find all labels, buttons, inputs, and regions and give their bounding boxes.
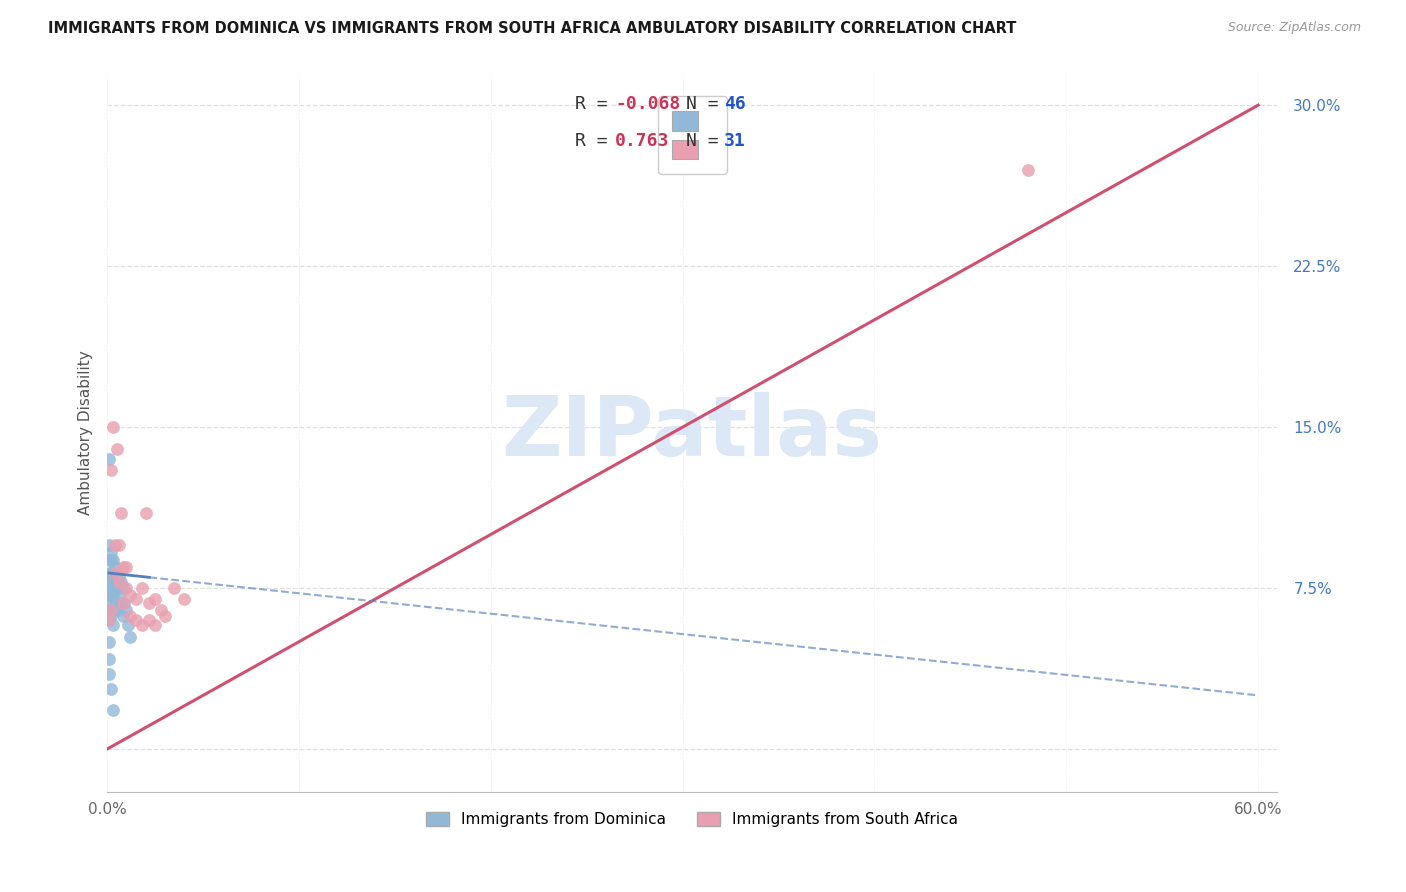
Text: 31: 31	[724, 132, 745, 150]
Point	[111, 559, 134, 574]
Point	[104, 596, 127, 610]
Point	[98, 566, 121, 580]
Point	[173, 591, 195, 606]
Point	[98, 570, 121, 584]
Point	[105, 581, 128, 595]
Point	[98, 581, 121, 595]
Point	[98, 613, 121, 627]
Point	[105, 602, 128, 616]
Point	[98, 574, 121, 589]
Text: ZIPatlas: ZIPatlas	[502, 392, 883, 473]
Point	[101, 574, 124, 589]
Point	[101, 602, 124, 616]
Point	[111, 609, 134, 624]
Point	[115, 559, 138, 574]
Point	[120, 631, 142, 645]
Point	[107, 570, 129, 584]
Point	[110, 574, 132, 589]
Text: R =: R =	[575, 132, 630, 150]
Point	[1017, 162, 1039, 177]
Point	[104, 570, 127, 584]
Point	[100, 463, 122, 477]
Point	[104, 581, 127, 595]
Text: IMMIGRANTS FROM DOMINICA VS IMMIGRANTS FROM SOUTH AFRICA AMBULATORY DISABILITY C: IMMIGRANTS FROM DOMINICA VS IMMIGRANTS F…	[48, 21, 1017, 36]
Point	[107, 587, 129, 601]
Point	[149, 602, 172, 616]
Text: -0.068: -0.068	[614, 95, 681, 113]
Point	[101, 587, 124, 601]
Point	[105, 442, 128, 456]
Point	[115, 581, 138, 595]
Text: 0.763: 0.763	[614, 132, 669, 150]
Text: N =: N =	[686, 95, 730, 113]
Point	[100, 553, 122, 567]
Point	[101, 553, 124, 567]
Point	[100, 566, 122, 580]
Point	[120, 587, 142, 601]
Point	[125, 591, 148, 606]
Point	[100, 581, 122, 595]
Point	[101, 420, 124, 434]
Point	[110, 506, 132, 520]
Point	[143, 591, 166, 606]
Point	[100, 681, 122, 696]
Point	[131, 617, 153, 632]
Point	[101, 566, 124, 580]
Text: 46: 46	[724, 95, 745, 113]
Point	[143, 617, 166, 632]
Point	[98, 652, 121, 666]
Point	[138, 596, 160, 610]
Point	[100, 602, 122, 616]
Point	[98, 587, 121, 601]
Point	[110, 596, 132, 610]
Point	[98, 538, 121, 552]
Point	[100, 544, 122, 558]
Point	[98, 667, 121, 681]
Point	[98, 553, 121, 567]
Point	[107, 538, 129, 552]
Point	[104, 566, 127, 580]
Point	[100, 609, 122, 624]
Legend: Immigrants from Dominica, Immigrants from South Africa: Immigrants from Dominica, Immigrants fro…	[419, 805, 966, 835]
Point	[104, 559, 127, 574]
Point	[98, 613, 121, 627]
Point	[120, 609, 142, 624]
Point	[111, 596, 134, 610]
Point	[98, 452, 121, 467]
Point	[115, 602, 138, 616]
Point	[117, 617, 139, 632]
Point	[105, 566, 128, 580]
Text: Source: ZipAtlas.com: Source: ZipAtlas.com	[1227, 21, 1361, 34]
Point	[163, 581, 186, 595]
Point	[107, 574, 129, 589]
Point	[131, 581, 153, 595]
Y-axis label: Ambulatory Disability: Ambulatory Disability	[79, 350, 93, 515]
Point	[98, 602, 121, 616]
Point	[101, 703, 124, 717]
Point	[153, 609, 176, 624]
Point	[125, 613, 148, 627]
Point	[111, 581, 134, 595]
Point	[101, 617, 124, 632]
Point	[98, 634, 121, 648]
Point	[100, 587, 122, 601]
Point	[100, 596, 122, 610]
Text: R =: R =	[575, 95, 619, 113]
Point	[138, 613, 160, 627]
Point	[104, 538, 127, 552]
Point	[112, 596, 135, 610]
Text: N =: N =	[686, 132, 730, 150]
Point	[135, 506, 157, 520]
Point	[100, 574, 122, 589]
